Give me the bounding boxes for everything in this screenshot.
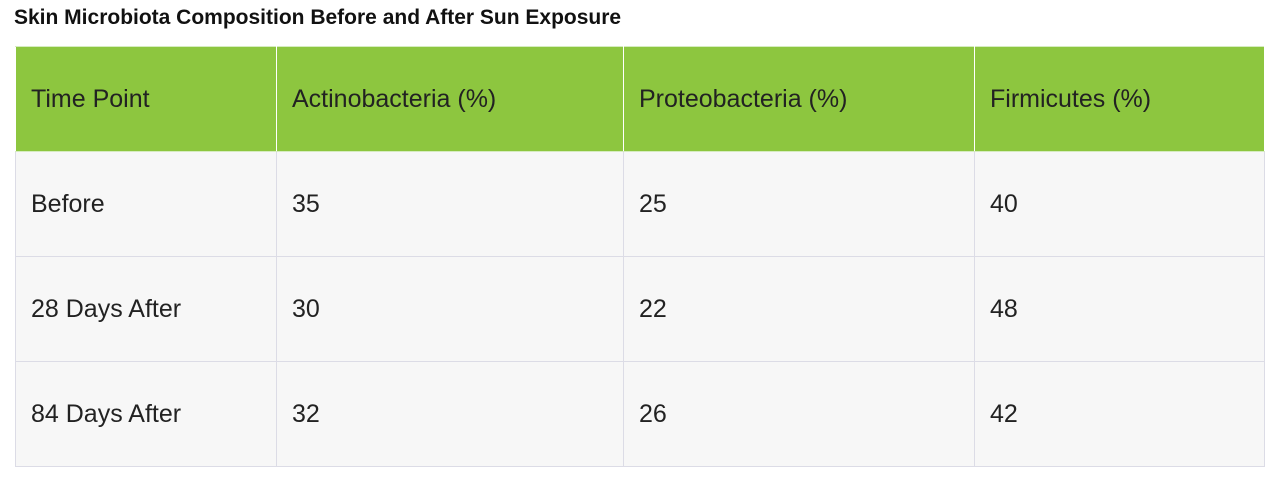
table-row: Before 35 25 40 xyxy=(15,151,1265,257)
cell: 42 xyxy=(974,361,1265,467)
row-label: Before xyxy=(15,151,277,257)
row-label: 28 Days After xyxy=(15,256,277,362)
cell: 32 xyxy=(276,361,624,467)
table-row: 84 Days After 32 26 42 xyxy=(15,361,1265,467)
cell: 30 xyxy=(276,256,624,362)
table-body: Before 35 25 40 28 Days After 30 22 48 8… xyxy=(15,151,1265,467)
header-cell: Proteobacteria (%) xyxy=(623,46,975,152)
cell: 35 xyxy=(276,151,624,257)
table-head: Time Point Actinobacteria (%) Proteobact… xyxy=(15,46,1265,152)
cell: 40 xyxy=(974,151,1265,257)
header-cell: Time Point xyxy=(15,46,277,152)
data-table: Time Point Actinobacteria (%) Proteobact… xyxy=(15,46,1265,467)
header-cell: Actinobacteria (%) xyxy=(276,46,624,152)
row-label: 84 Days After xyxy=(15,361,277,467)
header-cell: Firmicutes (%) xyxy=(974,46,1265,152)
table-row: 28 Days After 30 22 48 xyxy=(15,256,1265,362)
cell: 25 xyxy=(623,151,975,257)
cell: 22 xyxy=(623,256,975,362)
header-row: Time Point Actinobacteria (%) Proteobact… xyxy=(15,46,1265,152)
cell: 26 xyxy=(623,361,975,467)
cell: 48 xyxy=(974,256,1265,362)
title: Skin Microbiota Composition Before and A… xyxy=(14,6,622,29)
